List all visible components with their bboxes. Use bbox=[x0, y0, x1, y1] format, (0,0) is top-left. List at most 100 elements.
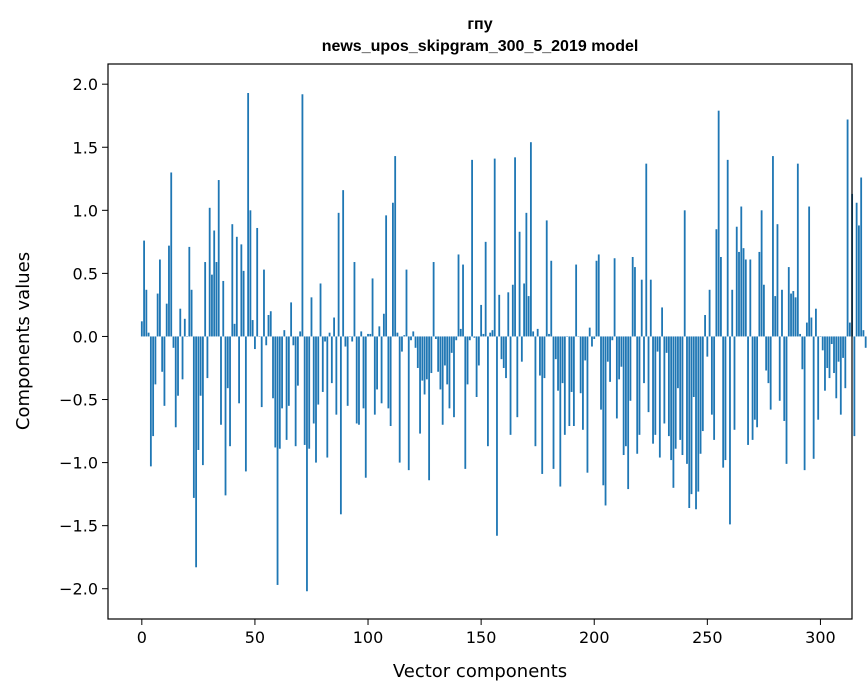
bar-124 bbox=[421, 336, 424, 381]
bar-303 bbox=[826, 336, 829, 368]
bar-279 bbox=[772, 156, 774, 337]
bar-80 bbox=[321, 336, 324, 392]
y-tick-label: −1.5 bbox=[59, 517, 98, 536]
bar-268 bbox=[747, 336, 749, 445]
bar-209 bbox=[613, 258, 616, 337]
bar-131 bbox=[437, 336, 440, 372]
bar-19 bbox=[183, 318, 186, 337]
bar-86 bbox=[335, 336, 338, 415]
bar-134 bbox=[444, 336, 446, 366]
bar-289 bbox=[794, 297, 797, 337]
bar-4 bbox=[149, 336, 152, 467]
bar-236 bbox=[674, 336, 677, 449]
bar-146 bbox=[471, 159, 473, 337]
bar-16 bbox=[177, 336, 179, 396]
x-tick-label: 300 bbox=[805, 628, 836, 647]
bar-176 bbox=[539, 336, 541, 376]
bar-149 bbox=[477, 336, 480, 366]
bar-302 bbox=[824, 336, 826, 391]
bar-85 bbox=[333, 317, 335, 337]
bar-248 bbox=[701, 336, 704, 432]
bar-112 bbox=[394, 156, 397, 337]
bar-298 bbox=[815, 308, 817, 337]
bar-288 bbox=[792, 291, 795, 337]
bar-185 bbox=[559, 336, 562, 487]
bar-290 bbox=[796, 163, 799, 337]
bar-225 bbox=[649, 279, 652, 337]
bar-229 bbox=[658, 336, 661, 458]
bar-1 bbox=[143, 240, 145, 337]
bar-259 bbox=[726, 159, 729, 337]
bar-255 bbox=[717, 110, 720, 337]
bar-77 bbox=[315, 336, 317, 463]
bar-48 bbox=[249, 210, 252, 337]
bar-257 bbox=[722, 336, 725, 468]
bar-294 bbox=[805, 322, 808, 337]
bar-267 bbox=[744, 259, 747, 337]
bar-11 bbox=[165, 303, 168, 337]
bar-72 bbox=[303, 336, 306, 445]
bar-283 bbox=[781, 289, 783, 337]
bar-22 bbox=[190, 289, 193, 337]
bar-252 bbox=[710, 336, 713, 415]
bar-127 bbox=[428, 336, 431, 481]
bar-31 bbox=[211, 274, 213, 337]
bars-group bbox=[140, 93, 867, 592]
bar-23 bbox=[192, 336, 195, 498]
bar-316 bbox=[855, 202, 858, 337]
chart-subtitle: news_upos_skipgram_300_5_2019 model bbox=[322, 38, 639, 55]
bar-274 bbox=[760, 210, 763, 337]
bar-136 bbox=[448, 336, 451, 409]
bar-175 bbox=[536, 328, 539, 337]
bar-186 bbox=[561, 336, 564, 384]
bar-232 bbox=[665, 336, 668, 353]
bar-216 bbox=[629, 336, 632, 401]
bar-184 bbox=[557, 336, 559, 391]
bar-78 bbox=[317, 336, 320, 405]
bar-195 bbox=[582, 336, 584, 430]
bar-170 bbox=[525, 212, 528, 337]
bar-284 bbox=[783, 336, 786, 421]
bar-25 bbox=[197, 336, 200, 450]
bar-286 bbox=[787, 267, 790, 337]
x-tick-label: 0 bbox=[137, 628, 147, 647]
bar-35 bbox=[220, 336, 222, 425]
bar-312 bbox=[846, 119, 849, 337]
bar-171 bbox=[527, 296, 530, 337]
x-tick-label: 200 bbox=[579, 628, 610, 647]
bar-238 bbox=[679, 336, 682, 440]
bar-233 bbox=[667, 336, 670, 437]
bar-293 bbox=[803, 336, 806, 471]
bar-128 bbox=[430, 336, 433, 374]
bar-49 bbox=[251, 320, 254, 337]
bar-271 bbox=[753, 336, 756, 420]
bar-276 bbox=[765, 336, 768, 371]
bar-280 bbox=[774, 296, 777, 337]
bar-234 bbox=[670, 336, 673, 461]
bar-33 bbox=[215, 262, 218, 337]
bar-6 bbox=[154, 336, 157, 385]
bar-137 bbox=[450, 336, 453, 353]
bar-317 bbox=[857, 225, 860, 337]
bar-53 bbox=[260, 336, 263, 408]
bar-67 bbox=[292, 336, 295, 346]
x-tick-label: 150 bbox=[466, 628, 497, 647]
bar-130 bbox=[434, 336, 437, 339]
bar-197 bbox=[586, 336, 589, 473]
bar-235 bbox=[672, 336, 675, 488]
bar-26 bbox=[199, 336, 202, 396]
bar-15 bbox=[174, 336, 177, 428]
bar-167 bbox=[518, 231, 521, 337]
bar-205 bbox=[604, 336, 607, 506]
bar-223 bbox=[645, 163, 648, 337]
x-tick-label: 50 bbox=[245, 628, 265, 647]
bar-5 bbox=[152, 336, 155, 437]
bar-164 bbox=[511, 284, 514, 337]
bar-133 bbox=[441, 336, 444, 425]
bar-315 bbox=[853, 336, 856, 437]
bar-40 bbox=[231, 224, 234, 337]
y-tick-label: 2.0 bbox=[73, 75, 98, 94]
bar-239 bbox=[681, 336, 684, 456]
bar-147 bbox=[473, 336, 476, 338]
